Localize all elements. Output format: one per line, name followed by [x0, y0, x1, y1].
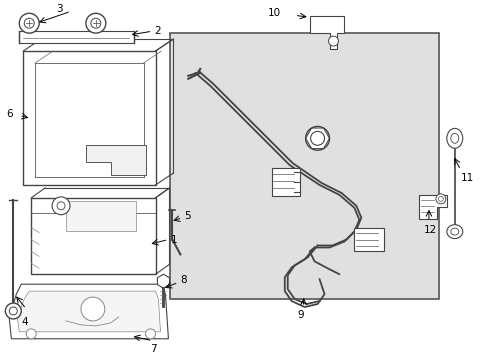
Circle shape: [9, 307, 17, 315]
Circle shape: [19, 13, 39, 33]
Circle shape: [435, 194, 445, 204]
Polygon shape: [418, 195, 446, 219]
Circle shape: [328, 36, 338, 46]
Text: 12: 12: [423, 225, 436, 235]
Bar: [170, 33, 438, 299]
Ellipse shape: [450, 133, 458, 143]
Polygon shape: [309, 16, 344, 49]
Ellipse shape: [446, 225, 462, 239]
Circle shape: [26, 329, 36, 339]
Bar: [354, 228, 384, 251]
Circle shape: [52, 197, 70, 215]
Bar: [271, 168, 299, 196]
Text: 1: 1: [170, 234, 177, 244]
Text: 8: 8: [180, 275, 186, 285]
Text: 2: 2: [154, 26, 161, 36]
Bar: [23, 51, 155, 185]
Circle shape: [5, 303, 21, 319]
Circle shape: [305, 126, 329, 150]
Text: 9: 9: [297, 310, 304, 320]
Circle shape: [24, 18, 34, 28]
Ellipse shape: [446, 129, 462, 148]
Polygon shape: [86, 145, 145, 175]
Circle shape: [145, 329, 155, 339]
Text: 3: 3: [56, 4, 62, 14]
Bar: [31, 198, 155, 274]
Ellipse shape: [450, 228, 458, 235]
Circle shape: [86, 13, 105, 33]
Text: 6: 6: [6, 108, 13, 118]
Bar: [66, 201, 135, 231]
Circle shape: [81, 297, 104, 321]
Text: 11: 11: [460, 173, 473, 183]
Circle shape: [438, 196, 443, 201]
Polygon shape: [9, 284, 168, 339]
Polygon shape: [17, 291, 160, 332]
Text: 4: 4: [21, 317, 28, 327]
Circle shape: [57, 202, 65, 210]
Text: 5: 5: [184, 211, 191, 221]
Text: 10: 10: [267, 8, 281, 18]
Circle shape: [91, 18, 101, 28]
Text: 7: 7: [150, 344, 157, 354]
Circle shape: [310, 131, 324, 145]
Bar: [19, 31, 133, 43]
